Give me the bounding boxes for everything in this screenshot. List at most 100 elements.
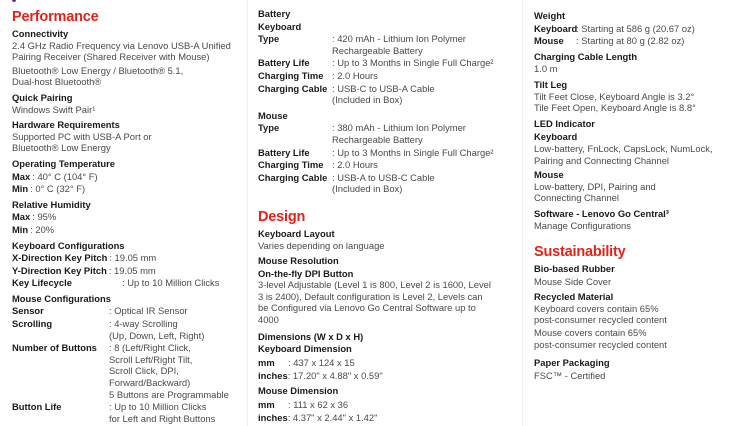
value: : 20% [30, 223, 55, 235]
spec-row: Charging Time: 2.0 Hours [258, 70, 520, 82]
value: : 0° C (32° F) [30, 183, 86, 195]
packaging-value: FSC™ - Certified [534, 369, 606, 381]
value: : 19.05 mm [109, 252, 157, 264]
column-divider [247, 0, 248, 426]
value: : Up to 10 Million Clicks [122, 277, 220, 289]
heading-keyboard-dimension: Keyboard Dimension [258, 343, 352, 355]
column-battery-design: Battery Keyboard Type: 420 mAh - Lithium… [258, 0, 520, 424]
label: Battery Life [258, 146, 310, 158]
heading-keyboard-layout: Keyboard Layout [258, 227, 335, 239]
spec-row: Key Lifecycle : Up to 10 Million Clicks [12, 277, 247, 289]
value: : Optical IR Sensor [109, 305, 188, 317]
humidity-min-row: Min : 20% [12, 224, 247, 236]
temp-min-row: Min : 0° C (32° F) [12, 183, 247, 195]
label: Y-Direction Key Pitch [12, 264, 107, 276]
value: : Up to 10 Million Clicks for Left and R… [109, 401, 216, 424]
heading-software: Software - Lenovo Go Central³ [534, 207, 669, 219]
spec-row: Button Life : Up to 10 Million Clicks for… [12, 401, 247, 424]
label: Number of Buttons [12, 342, 97, 354]
heading-recycled: Recycled Material [534, 291, 614, 303]
heading-mouse-config: Mouse Configurations [12, 292, 111, 304]
spec-row: Y-Direction Key Pitch: 19.05 mm [12, 265, 247, 277]
value: : 4-way Scrolling (Up, Down, Left, Right… [109, 318, 205, 341]
spec-row: Number of Buttons : 8 (Left/Right Click, … [12, 342, 247, 400]
label: Button Life [12, 401, 62, 413]
column-divider [522, 0, 523, 426]
value: : 19.05 mm [108, 264, 156, 276]
label: Key Lifecycle [12, 277, 72, 289]
heading-dpi-button: On-the-fly DPI Button [258, 267, 354, 279]
heading-hardware: Hardware Requirements [12, 119, 120, 131]
spec-row: Mouse : Starting at 80 g (2.82 oz) [534, 35, 738, 47]
spec-row: Charging Cable: USB-C to USB-A Cable (In… [258, 83, 520, 106]
spec-row: mm : 437 x 124 x 15 [258, 357, 520, 369]
tilt-leg-value: Tilt Feet Close, Keyboard Angle is 3.2° … [534, 90, 696, 114]
section-title-design: Design [258, 208, 306, 225]
label: mm [258, 356, 275, 368]
heading-battery-mouse: Mouse [258, 109, 288, 121]
section-title-sustainability: Sustainability [534, 244, 626, 261]
recycled-value-2: Mouse covers contain 65% post-consumer r… [534, 327, 667, 350]
heading-mouse-resolution: Mouse Resolution [258, 255, 339, 267]
spec-row: X-Direction Key Pitch: 19.05 mm [12, 252, 247, 264]
spec-row: mm : 111 x 62 x 36 [258, 399, 520, 411]
decorative-mark [12, 0, 16, 2]
spec-row: Sensor : Optical IR Sensor [12, 305, 247, 317]
humidity-max-row: Max: 95% [12, 211, 247, 223]
label: Scrolling [12, 318, 53, 330]
label: Max [12, 170, 31, 182]
column-performance: Performance Connectivity 2.4 GHz Radio F… [12, 0, 247, 424]
cable-length-value: 1.0 m [534, 63, 558, 75]
value: : 111 x 62 x 36 [288, 398, 349, 410]
spec-row: Scrolling : 4-way Scrolling (Up, Down, Le… [12, 318, 247, 341]
led-keyboard-value: Low-battery, FnLock, CapsLock, NumLock, … [534, 142, 713, 166]
value: : USB-C to USB-A Cable (Included in Box) [332, 82, 435, 106]
label: Charging Cable [258, 171, 328, 183]
heading-keyboard-config: Keyboard Configurations [12, 239, 125, 251]
spec-row: Charging Cable : USB-A to USB-C Cable (In… [258, 172, 520, 195]
quick-pairing-value: Windows Swift Pair¹ [12, 103, 96, 115]
label: Sensor [12, 305, 44, 317]
value: : Up to 3 Months in Single Full Charge² [332, 57, 494, 69]
label: Battery Life [258, 57, 310, 69]
value: : USB-A to USB-C Cable (Included in Box) [332, 171, 435, 195]
label: Mouse [534, 35, 564, 47]
label: inches [258, 370, 288, 382]
value: : 2.0 Hours [332, 159, 378, 171]
heading-tilt-leg: Tilt Leg [534, 78, 568, 90]
label: Charging Time [258, 159, 324, 171]
software-value: Manage Configurations [534, 219, 631, 231]
hardware-value: Supported PC with USB-A Port or Bluetoot… [12, 130, 152, 154]
heading-packaging: Paper Packaging [534, 357, 610, 369]
value: : 95% [32, 211, 57, 223]
label: Min [12, 223, 29, 235]
spec-row: Type: 420 mAh - Lithium Ion Polymer Rech… [258, 33, 520, 56]
led-mouse-value: Low-battery, DPI, Pairing and Connecting… [534, 180, 656, 204]
column-weight-sustainability: Weight Keyboard : Starting at 586 g (20.… [534, 0, 738, 381]
label: inches [258, 412, 288, 424]
value: : 4.37" x 2.44" x 1.42" [287, 412, 378, 424]
heading-humidity: Relative Humidity [12, 198, 91, 210]
spec-row: Keyboard : Starting at 586 g (20.67 oz) [534, 23, 738, 35]
heading-quick-pairing: Quick Pairing [12, 91, 73, 103]
label: Keyboard [534, 22, 578, 34]
label: Max [12, 211, 31, 223]
label: mm [258, 398, 275, 410]
heading-battery: Battery [258, 8, 291, 19]
connectivity-text-2: Bluetooth® Low Energy / Bluetooth® 5.1, … [12, 64, 184, 88]
keyboard-layout-value: Varies depending on language [258, 239, 385, 251]
heading-led: LED Indicator [534, 117, 595, 129]
value: : 8 (Left/Right Click, Scroll Left/Right… [109, 342, 229, 400]
temp-max-row: Max: 40° C (104° F) [12, 171, 247, 183]
label: Min [12, 183, 29, 195]
spec-row: inches : 4.37" x 2.44" x 1.42" [258, 412, 520, 424]
value: : 420 mAh - Lithium Ion Polymer Recharge… [332, 33, 466, 56]
value: : 17.20" x 4.88" x 0.59" [287, 370, 383, 382]
dpi-value: 3-level Adjustable (Level 1 is 800, Leve… [258, 279, 491, 326]
spec-row: inches : 17.20" x 4.88" x 0.59" [258, 370, 520, 382]
spec-row: Charging Time : 2.0 Hours [258, 159, 520, 171]
value: : Up to 3 Months in Single Full Charge² [332, 146, 494, 158]
value: : 2.0 Hours [332, 69, 378, 81]
heading-battery-keyboard: Keyboard [258, 20, 302, 32]
heading-dimensions: Dimensions (W x D x H) [258, 330, 364, 342]
